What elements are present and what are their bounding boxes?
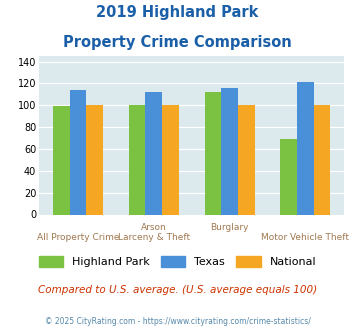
Text: © 2025 CityRating.com - https://www.cityrating.com/crime-statistics/: © 2025 CityRating.com - https://www.city… [45, 317, 310, 326]
Legend: Highland Park, Texas, National: Highland Park, Texas, National [34, 251, 321, 271]
Text: Property Crime Comparison: Property Crime Comparison [63, 35, 292, 50]
Bar [129, 105, 146, 214]
Bar [280, 139, 297, 214]
Text: 2019 Highland Park: 2019 Highland Park [96, 5, 259, 20]
Text: Compared to U.S. average. (U.S. average equals 100): Compared to U.S. average. (U.S. average … [38, 285, 317, 295]
Bar [314, 105, 331, 214]
Bar [53, 106, 70, 214]
Bar [204, 92, 221, 214]
Text: Motor Vehicle Theft: Motor Vehicle Theft [261, 233, 349, 242]
Bar [221, 88, 238, 214]
Text: Arson: Arson [141, 223, 166, 232]
Text: Larceny & Theft: Larceny & Theft [118, 233, 190, 242]
Text: All Property Crime: All Property Crime [37, 233, 119, 242]
Bar [86, 105, 103, 214]
Bar [162, 105, 179, 214]
Bar [238, 105, 255, 214]
Bar [297, 82, 314, 214]
Text: Burglary: Burglary [211, 223, 249, 232]
Bar [146, 92, 162, 214]
Bar [70, 90, 86, 214]
